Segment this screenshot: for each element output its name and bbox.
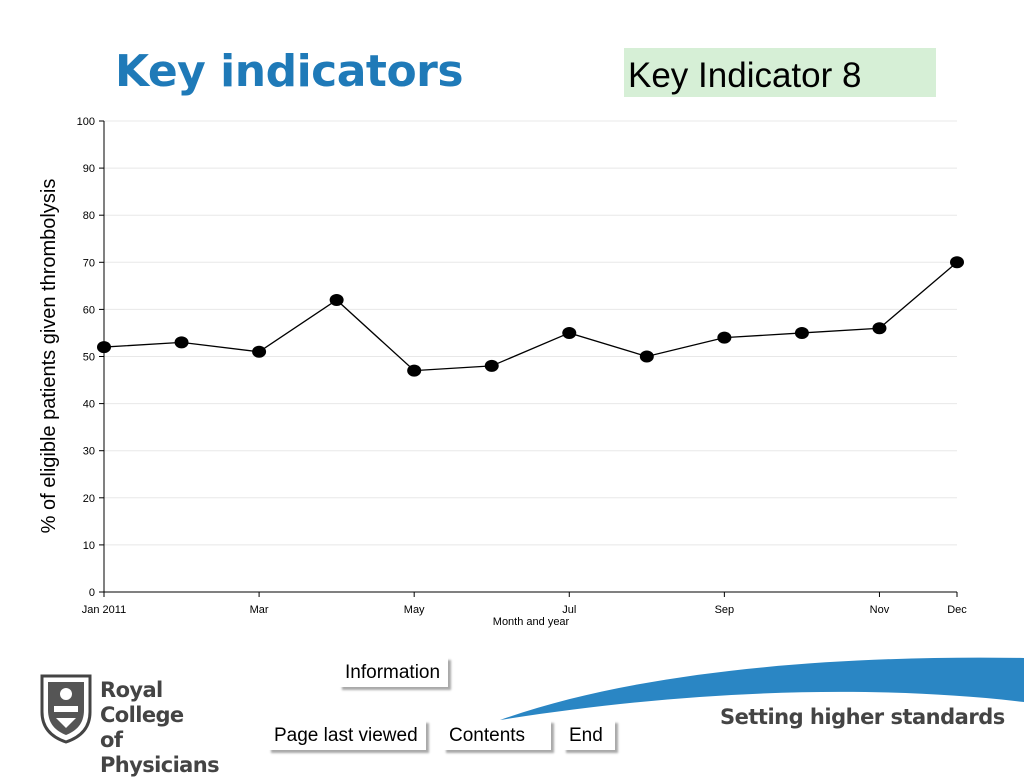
tick-labels: 0 10 20 30 40 50 60 70 80 90 100 Jan 2011 Mar May Jul S…: [77, 116, 968, 616]
x-tick-label: May: [404, 604, 425, 616]
y-axis-label: % of eligible patients given thrombolysi…: [38, 179, 60, 534]
line-chart: 0 10 20 30 40 50 60 70 80 90 100 Jan 2011 Mar May Jul S…: [38, 116, 968, 628]
grid-lines: [104, 120, 957, 546]
data-point: [950, 256, 964, 269]
rcp-logo: Royal College of Physicians: [38, 672, 248, 777]
x-axis-label: Month and year: [493, 616, 570, 628]
chart-axes: [99, 120, 958, 597]
x-tick-label: Dec: [947, 604, 967, 616]
y-tick-label: 10: [83, 540, 95, 552]
y-tick-label: 60: [83, 304, 95, 316]
data-point: [562, 326, 577, 339]
data-point: [97, 341, 111, 354]
data-point: [639, 350, 654, 363]
data-point: [794, 326, 809, 339]
x-tick-label: Sep: [715, 604, 735, 616]
x-tick-label: Jul: [562, 604, 576, 616]
y-tick-label: 80: [83, 210, 95, 222]
tagline: Setting higher standards: [720, 705, 1005, 729]
x-tick-label: Jan 2011: [82, 604, 126, 616]
indicator-badge: Key Indicator 8: [624, 48, 936, 97]
page-last-viewed-button[interactable]: Page last viewed: [268, 720, 426, 750]
data-point: [872, 322, 887, 335]
y-tick-label: 0: [89, 587, 95, 599]
logo-line-1: Royal College: [100, 678, 184, 727]
y-tick-label: 20: [83, 493, 95, 505]
series-line: [103, 261, 958, 372]
logo-wordmark: Royal College of Physicians: [100, 678, 248, 778]
y-tick-label: 40: [83, 399, 95, 411]
end-button[interactable]: End: [563, 720, 615, 750]
x-tick-label: Nov: [870, 604, 890, 616]
series-polyline: [103, 261, 958, 372]
data-points: [97, 256, 964, 377]
y-tick-label: 100: [77, 116, 95, 128]
x-tick-label: Mar: [250, 604, 269, 616]
data-point: [329, 293, 344, 306]
logo-line-2: of Physicians: [100, 728, 220, 777]
contents-button[interactable]: Contents: [443, 720, 551, 750]
y-tick-label: 70: [83, 257, 95, 269]
y-tick-label: 90: [83, 163, 95, 175]
data-point: [717, 331, 732, 344]
data-point: [252, 345, 267, 358]
data-point: [484, 359, 499, 372]
page-title: Key indicators: [115, 46, 464, 97]
decorative-swoosh: [500, 657, 1024, 720]
information-button[interactable]: Information: [339, 657, 449, 687]
crest-icon: [40, 674, 92, 744]
y-tick-label: 50: [83, 352, 95, 364]
data-point: [407, 364, 422, 377]
y-tick-label: 30: [83, 446, 95, 458]
data-point: [174, 336, 189, 349]
